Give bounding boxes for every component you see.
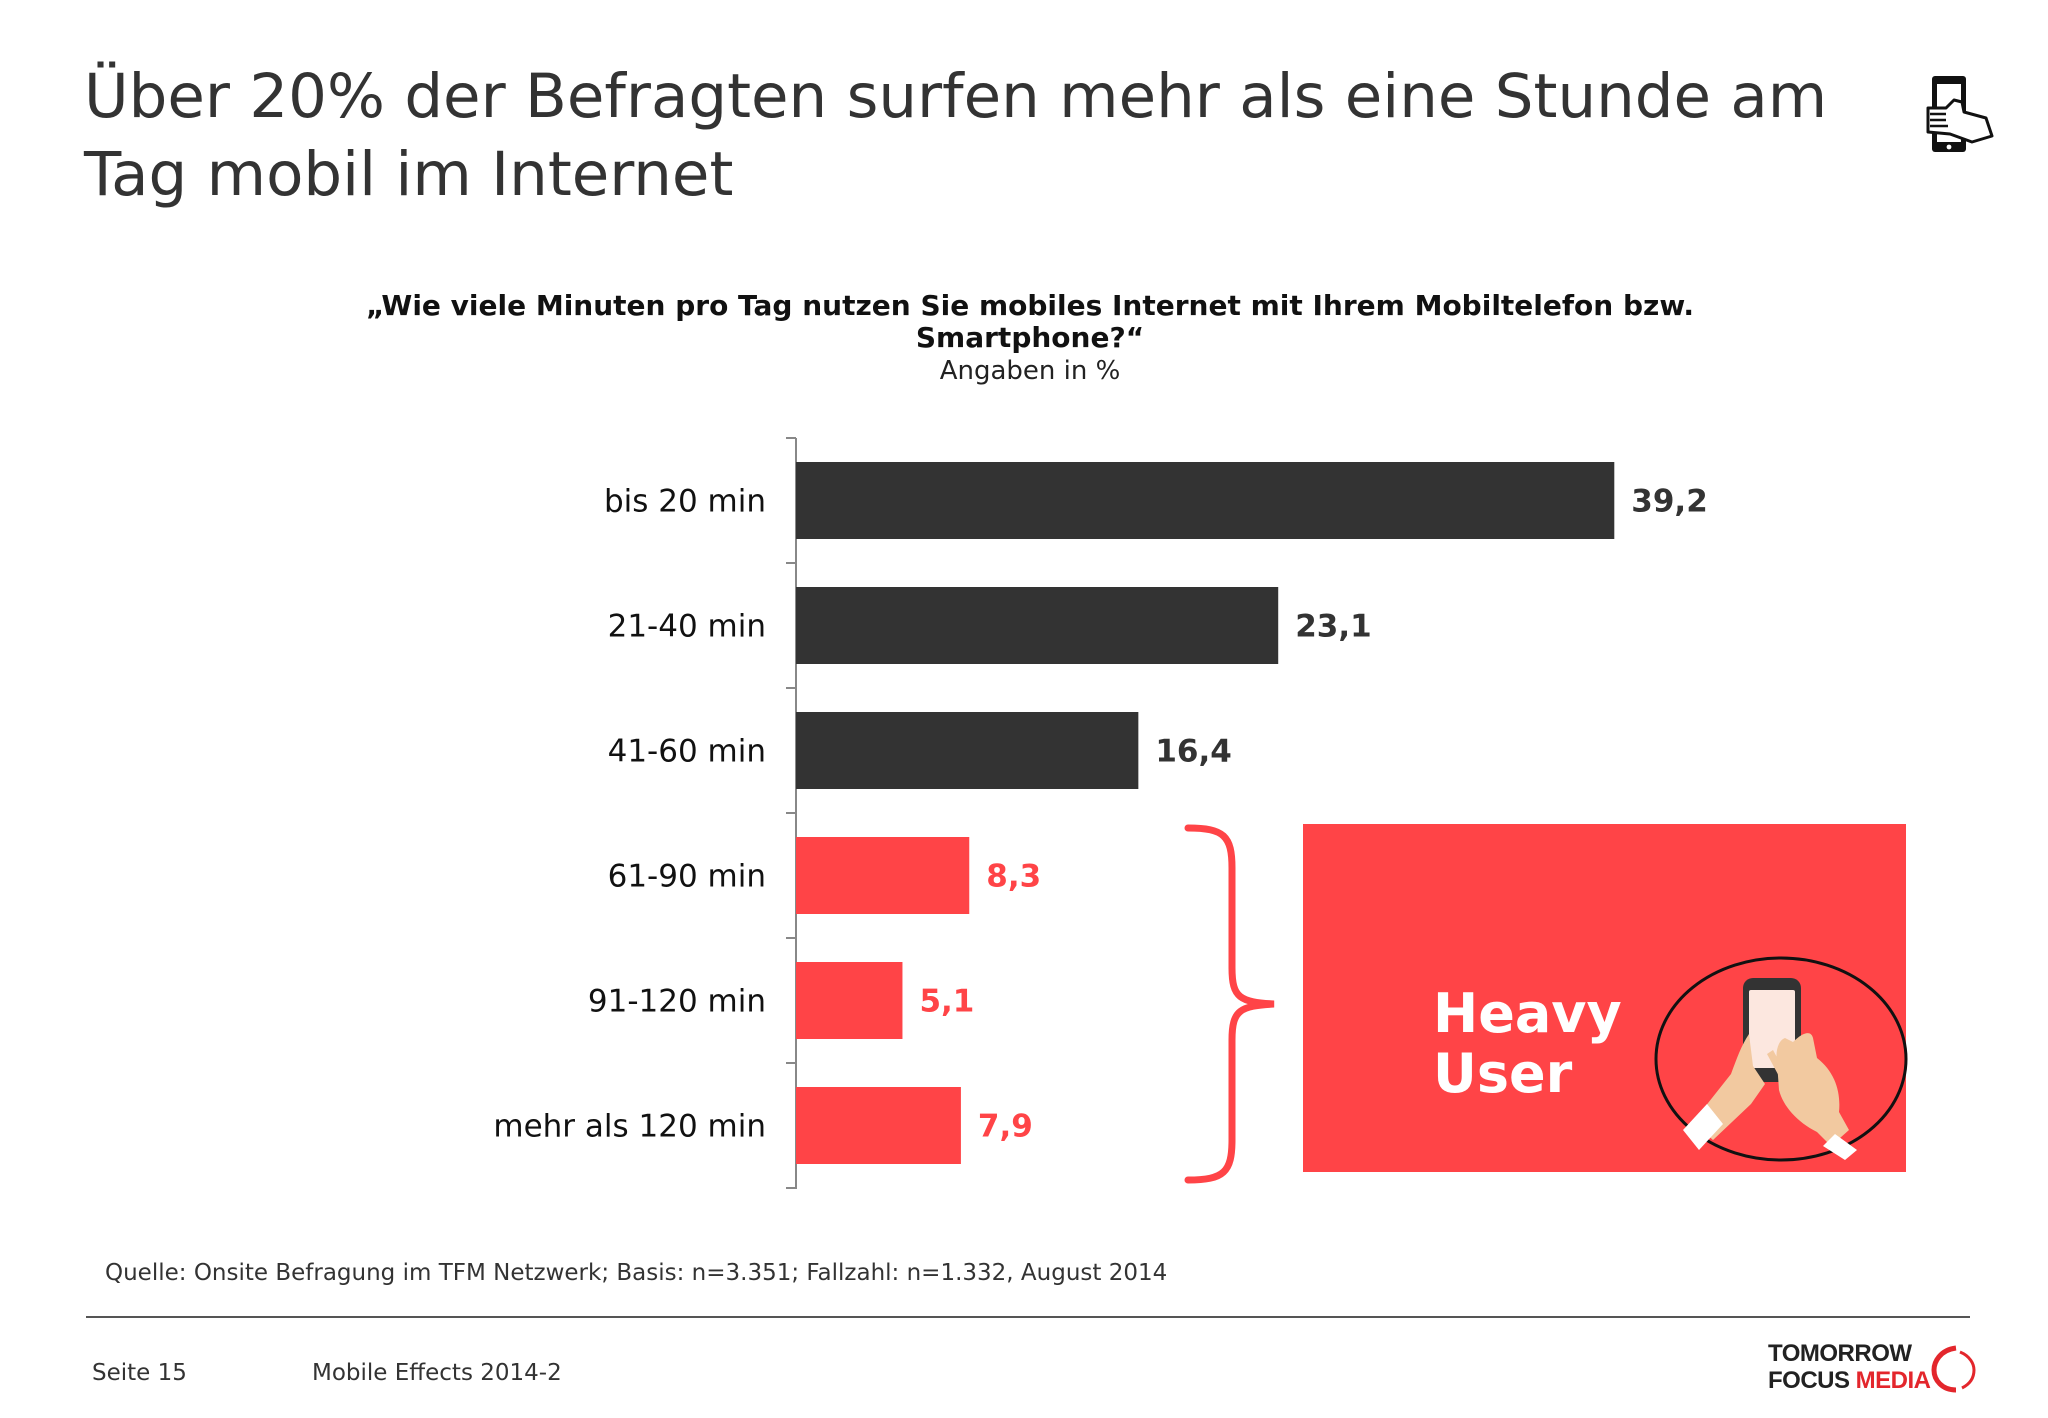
category-label: 91-120 min [588,984,766,1020]
survey-question: „Wie viele Minuten pro Tag nutzen Sie mo… [365,289,1695,354]
value-label: 7,9 [978,1109,1033,1145]
bar [796,1087,961,1164]
category-label: mehr als 120 min [493,1109,766,1145]
category-label: 21-40 min [608,609,766,645]
bar [796,962,903,1039]
value-label: 23,1 [1295,609,1372,645]
bar [796,837,970,914]
chart-labels: bis 20 min 39,2 21-40 min 23,1 41-60 min 16,4… [493,484,1707,1145]
heavy-user-callout: Heavy User [1303,824,1908,1172]
touch-phone-icon [1926,76,1994,152]
curly-brace-icon [1184,824,1275,1184]
bar [796,587,1279,664]
category-label: bis 20 min [604,484,766,520]
value-label: 39,2 [1631,484,1708,520]
unit-note: Angaben in % [939,356,1121,386]
footer-divider [86,1316,1970,1318]
chart-axis [786,437,797,1189]
tomorrow-focus-media-logo: TOMORROW FOCUS MEDIA [1768,1340,1978,1400]
bar [796,712,1139,789]
category-label: 41-60 min [608,734,766,770]
logo-mark-icon [1931,1345,1976,1393]
bar [796,462,1615,539]
source-note: Quelle: Onsite Befragung im TFM Netzwerk… [105,1260,1168,1286]
footer-report-name: Mobile Effects 2014-2 [312,1360,562,1386]
slide-title: Über 20% der Befragten surfen mehr als e… [84,61,1828,210]
heavy-user-label: Heavy User [1433,982,1622,1105]
value-label: 16,4 [1155,734,1232,770]
chart-bars [796,462,1615,1164]
category-label: 61-90 min [608,859,766,895]
value-label: 5,1 [919,984,974,1020]
value-label: 8,3 [986,859,1041,895]
hands-holding-smartphone-icon [1654,956,1908,1162]
footer-page-number: Seite 15 [92,1360,187,1386]
